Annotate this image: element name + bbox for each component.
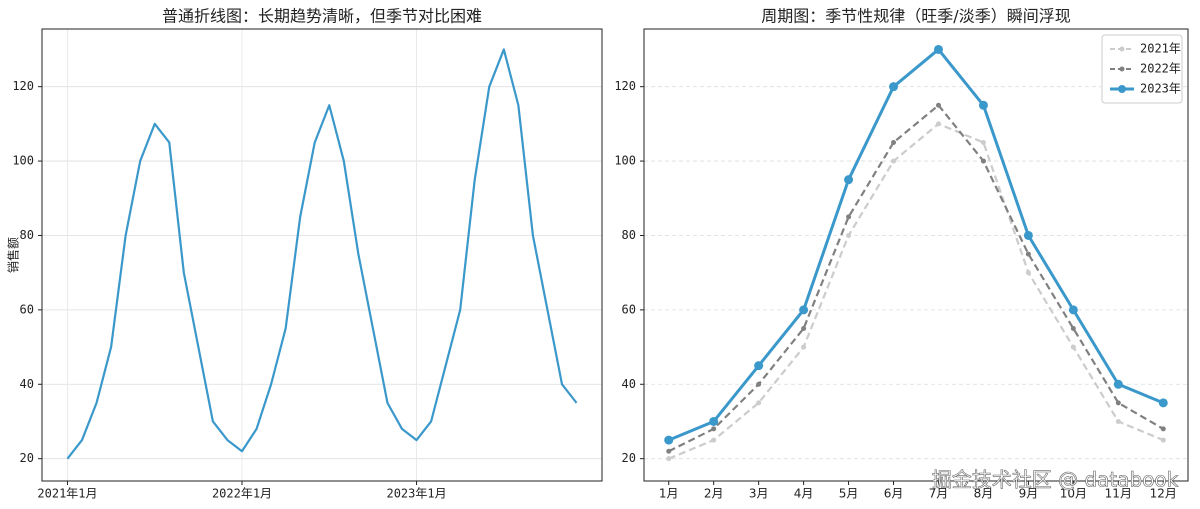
- y-tick-label: 100: [12, 154, 34, 168]
- legend-label: 2022年: [1140, 62, 1181, 76]
- x-tick-label: 2022年1月: [212, 487, 272, 501]
- series-line: [668, 122, 1164, 460]
- point: [1025, 251, 1031, 257]
- watermark: 掘金技术社区 @ databook: [932, 468, 1179, 492]
- x-tick-label: 7月: [929, 487, 949, 501]
- y-tick-label: 80: [622, 228, 636, 242]
- legend-label: 2021年: [1140, 42, 1181, 56]
- point: [801, 325, 807, 331]
- point: [891, 158, 897, 164]
- point: [1113, 379, 1123, 389]
- x-tick-label: 2月: [704, 487, 724, 501]
- series-line: [66, 48, 578, 460]
- y-tick-label: 60: [622, 302, 636, 316]
- point: [1023, 230, 1033, 240]
- legend-marker: [1119, 46, 1125, 52]
- point: [1115, 418, 1121, 424]
- point: [664, 435, 674, 445]
- point: [935, 121, 941, 127]
- point: [933, 44, 943, 54]
- x-tick-label: 3月: [749, 487, 769, 501]
- point: [756, 381, 762, 387]
- x-tick-label: 9月: [1019, 487, 1039, 501]
- point: [711, 437, 717, 443]
- y-tick-label: 120: [614, 79, 636, 93]
- point: [1070, 344, 1076, 350]
- x-tick-label: 5月: [839, 487, 859, 501]
- point: [978, 100, 988, 110]
- legend-label: 2023年: [1140, 82, 1181, 96]
- y-tick-label: 20: [622, 451, 636, 465]
- y-axis-label: 销售额: [6, 237, 21, 273]
- y-tick-label: 100: [614, 154, 636, 168]
- x-tick-label: 10月: [1060, 487, 1087, 501]
- x-tick-label: 6月: [884, 487, 904, 501]
- point: [846, 232, 852, 238]
- point: [844, 175, 854, 185]
- point: [799, 305, 809, 315]
- point: [1160, 426, 1166, 432]
- point: [1160, 437, 1166, 443]
- point: [891, 139, 897, 145]
- x-tick-label: 2023年1月: [386, 487, 446, 501]
- point: [756, 400, 762, 406]
- point: [666, 448, 672, 454]
- y-tick-label: 120: [12, 79, 34, 93]
- series-line: [668, 104, 1164, 453]
- point: [1115, 400, 1121, 406]
- x-tick-label: 8月: [974, 487, 994, 501]
- point: [709, 416, 719, 426]
- x-tick-label: 4月: [794, 487, 814, 501]
- x-tick-label: 2021年1月: [37, 487, 97, 501]
- point: [801, 344, 807, 350]
- point: [846, 214, 852, 220]
- point: [711, 426, 717, 432]
- chart-title: 周期图：季节性规律（旺季/淡季）瞬间浮现: [761, 7, 1070, 26]
- point: [980, 139, 986, 145]
- point: [754, 361, 764, 371]
- y-tick-label: 60: [20, 302, 34, 316]
- y-tick-label: 80: [20, 228, 34, 242]
- point: [1158, 398, 1168, 408]
- point: [889, 82, 899, 92]
- x-tick-label: 11月: [1105, 487, 1132, 501]
- point: [935, 102, 941, 108]
- series-line: [668, 47, 1164, 442]
- point: [1070, 325, 1076, 331]
- point: [1025, 270, 1031, 276]
- x-tick-label: 12月: [1150, 487, 1177, 501]
- point: [1068, 305, 1078, 315]
- plot-frame: [643, 28, 1189, 482]
- y-tick-label: 20: [20, 451, 34, 465]
- plot-frame: [41, 28, 603, 482]
- legend-marker: [1119, 66, 1125, 72]
- x-tick-label: 1月: [659, 487, 679, 501]
- point: [666, 456, 672, 462]
- legend-marker: [1118, 85, 1126, 93]
- y-tick-label: 40: [20, 377, 34, 391]
- point: [980, 158, 986, 164]
- y-tick-label: 40: [622, 377, 636, 391]
- chart-title: 普通折线图：长期趋势清晰，但季节对比困难: [162, 7, 482, 26]
